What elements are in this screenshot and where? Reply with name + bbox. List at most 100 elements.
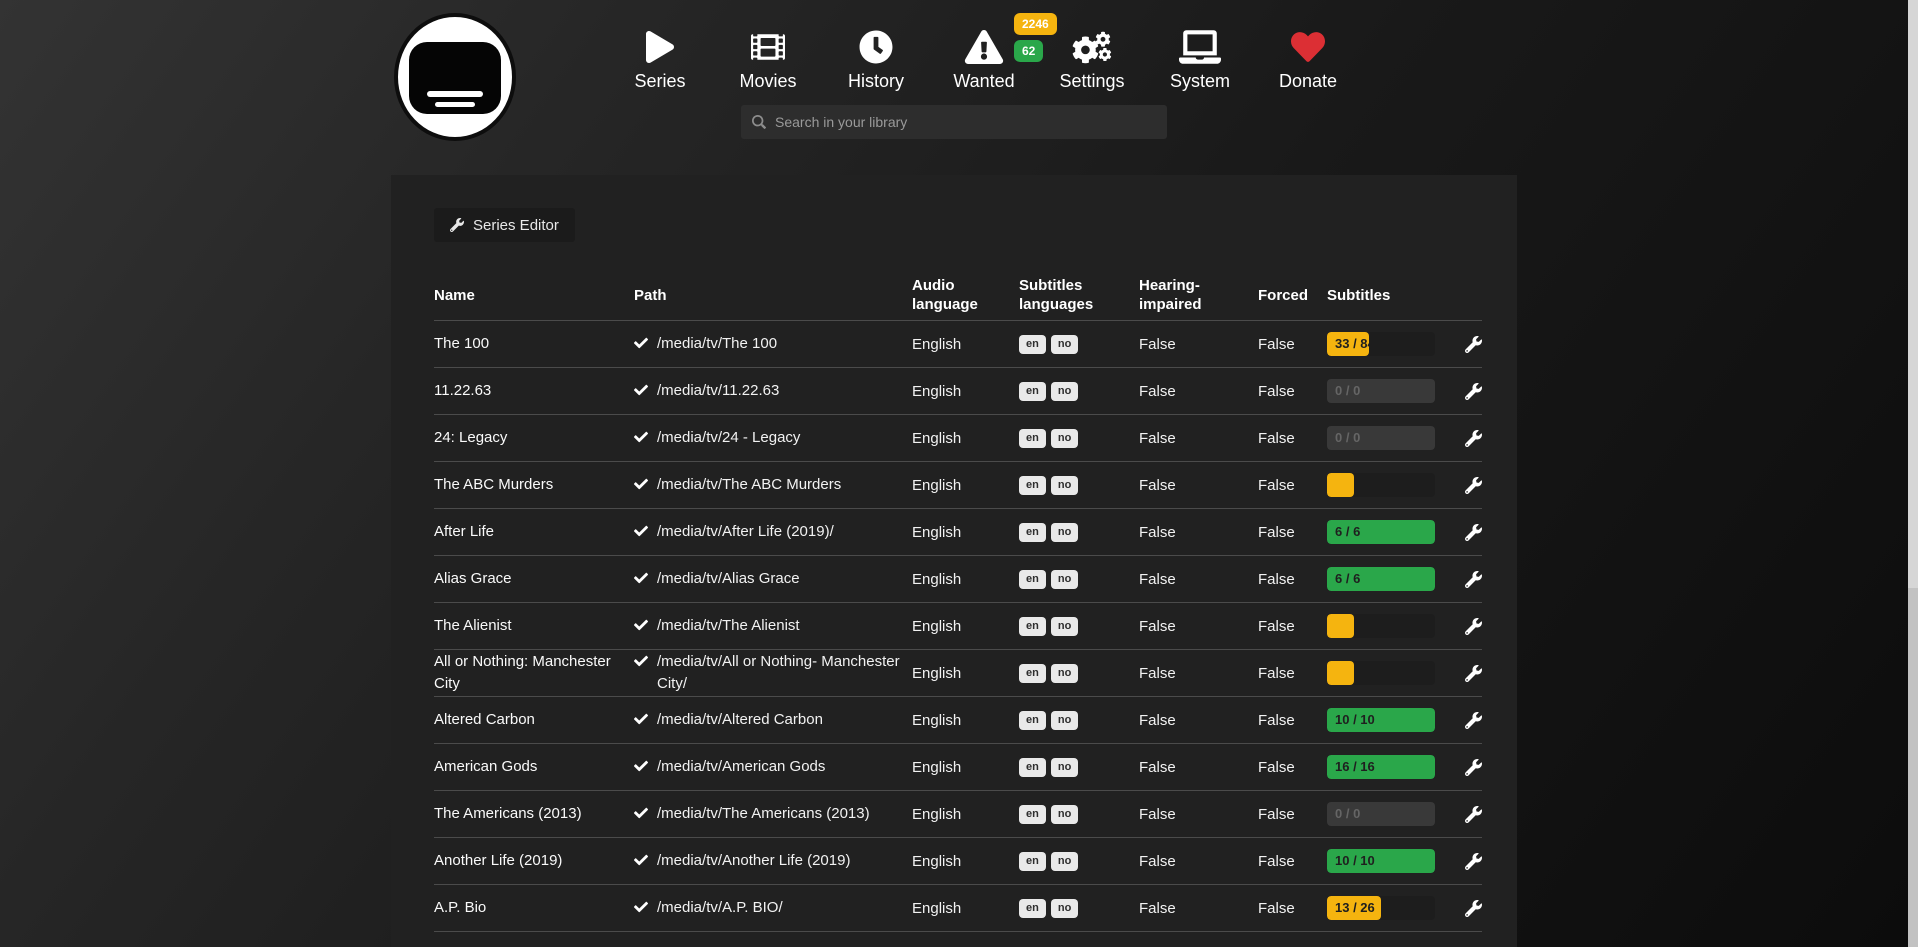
series-path-cell: /media/tv/American Gods <box>634 756 912 778</box>
series-path-cell: /media/tv/The Alienist <box>634 615 912 637</box>
series-path: /media/tv/Another Life (2019) <box>657 852 851 870</box>
search-input[interactable] <box>775 114 1156 130</box>
app-logo[interactable] <box>394 13 516 141</box>
subtitles-progress-bar: 0 / 0 <box>1327 379 1435 403</box>
series-name-link[interactable]: 11.22.63 <box>434 382 492 400</box>
language-badge-no: no <box>1050 663 1079 683</box>
series-name-link[interactable]: Alias Grace <box>434 570 512 588</box>
content-panel: Series Editor Name Path Audio language Subt… <box>391 175 1517 947</box>
language-badge-no: no <box>1050 475 1079 495</box>
subtitles-count: 10 / 10 <box>1335 712 1375 727</box>
series-name-cell: Altered Carbon <box>434 709 634 731</box>
audio-language-value: English <box>912 805 962 823</box>
series-name-link[interactable]: The 100 <box>434 335 490 353</box>
series-name-link[interactable]: The Americans (2013) <box>434 805 582 823</box>
laptop-icon <box>1179 28 1221 66</box>
hearing-impaired-value: False <box>1139 758 1176 776</box>
actions-cell <box>1457 429 1482 447</box>
series-name-link[interactable]: After Life <box>434 523 495 541</box>
column-header-forced: Forced <box>1258 286 1309 304</box>
edit-series-button[interactable] <box>1465 570 1482 588</box>
language-badge-en: en <box>1019 428 1046 448</box>
edit-series-button[interactable] <box>1465 711 1482 729</box>
warning-icon <box>964 28 1004 66</box>
edit-series-button[interactable] <box>1465 758 1482 776</box>
subtitles-progress-bar <box>1327 661 1435 685</box>
series-name-link[interactable]: The Alienist <box>434 617 512 635</box>
edit-series-button[interactable] <box>1465 805 1482 823</box>
subtitles-cell: 16 / 16 <box>1327 755 1457 779</box>
forced-value: False <box>1258 617 1295 635</box>
edit-series-button[interactable] <box>1465 335 1482 353</box>
forced-value: False <box>1258 335 1295 353</box>
language-badge-en: en <box>1019 710 1046 730</box>
edit-series-button[interactable] <box>1465 617 1482 635</box>
series-name-link[interactable]: All or Nothing: Manchester City <box>434 653 611 692</box>
edit-series-button[interactable] <box>1465 523 1482 541</box>
series-name-link[interactable]: American Gods <box>434 758 538 776</box>
path-exists-check-icon <box>634 524 648 538</box>
series-name-cell: The ABC Murders <box>434 474 634 496</box>
edit-series-button[interactable] <box>1465 382 1482 400</box>
language-badge-en: en <box>1019 381 1046 401</box>
subtitles-progress-bar: 0 / 0 <box>1327 426 1435 450</box>
language-badge-en: en <box>1019 804 1046 824</box>
actions-cell <box>1457 758 1482 776</box>
heart-icon <box>1291 28 1325 66</box>
scrollbar-thumb[interactable] <box>1908 0 1918 588</box>
edit-series-button[interactable] <box>1465 429 1482 447</box>
subtitles-progress-bar: 0 / 0 <box>1327 802 1435 826</box>
subtitles-count: 16 / 16 <box>1335 759 1375 774</box>
nav-item-system[interactable]: System <box>1146 28 1254 92</box>
audio-language-value: English <box>912 664 962 682</box>
forced-value: False <box>1258 852 1295 870</box>
audio-language-value: English <box>912 711 962 729</box>
progress-fill: 6 / 6 <box>1327 567 1435 591</box>
actions-cell <box>1457 664 1482 682</box>
subtitles-languages-cell: en no <box>1019 381 1139 401</box>
language-badge-no: no <box>1050 522 1079 542</box>
nav-item-wanted[interactable]: Wanted 2246 62 <box>930 13 1057 92</box>
subtitles-languages-cell: en no <box>1019 757 1139 777</box>
hearing-impaired-value: False <box>1139 570 1176 588</box>
series-name-link[interactable]: Another Life (2019) <box>434 852 563 870</box>
series-name-link[interactable]: The ABC Murders <box>434 476 554 494</box>
table-row: The Alienist/media/tv/The Alienist Englis… <box>434 603 1482 650</box>
series-editor-button[interactable]: Series Editor <box>434 208 575 242</box>
edit-series-button[interactable] <box>1465 664 1482 682</box>
progress-fill: 6 / 6 <box>1327 520 1435 544</box>
subtitles-languages-cell: en no <box>1019 522 1139 542</box>
nav-label-system: System <box>1169 71 1230 91</box>
series-name-link[interactable]: Altered Carbon <box>434 711 535 729</box>
scrollbar-track[interactable] <box>1908 0 1918 947</box>
nav-label-donate: Donate <box>1278 71 1338 91</box>
series-name-link[interactable]: A.P. Bio <box>434 899 487 917</box>
subtitles-cell: 0 / 0 <box>1327 426 1457 450</box>
nav-item-settings[interactable]: Settings <box>1038 28 1146 92</box>
subtitles-languages-cell: en no <box>1019 710 1139 730</box>
film-icon <box>751 28 785 66</box>
subtitles-cell <box>1327 473 1457 497</box>
series-path: /media/tv/Altered Carbon <box>657 711 823 729</box>
series-name-link[interactable]: 24: Legacy <box>434 429 508 447</box>
nav-item-history[interactable]: History <box>822 28 930 92</box>
progress-fill <box>1327 614 1354 638</box>
language-badge-en: en <box>1019 616 1046 636</box>
hearing-impaired-value: False <box>1139 711 1176 729</box>
wanted-count-badge: 2246 <box>1014 13 1057 35</box>
hearing-impaired-value: False <box>1139 523 1176 541</box>
table-header-row: Name Path Audio language Subtitles language… <box>434 272 1482 321</box>
library-search-bar <box>741 105 1167 139</box>
column-header-audio-language: Audio language <box>912 277 978 313</box>
path-exists-check-icon <box>634 383 648 397</box>
subtitles-progress-bar: 16 / 16 <box>1327 755 1435 779</box>
series-editor-label: Series Editor <box>473 216 559 234</box>
forced-value: False <box>1258 476 1295 494</box>
edit-series-button[interactable] <box>1465 476 1482 494</box>
edit-series-button[interactable] <box>1465 899 1482 917</box>
nav-item-donate[interactable]: Donate <box>1254 28 1362 92</box>
nav-item-series[interactable]: Series <box>606 28 714 92</box>
nav-item-movies[interactable]: Movies <box>714 28 822 92</box>
edit-series-button[interactable] <box>1465 852 1482 870</box>
language-badge-en: en <box>1019 522 1046 542</box>
